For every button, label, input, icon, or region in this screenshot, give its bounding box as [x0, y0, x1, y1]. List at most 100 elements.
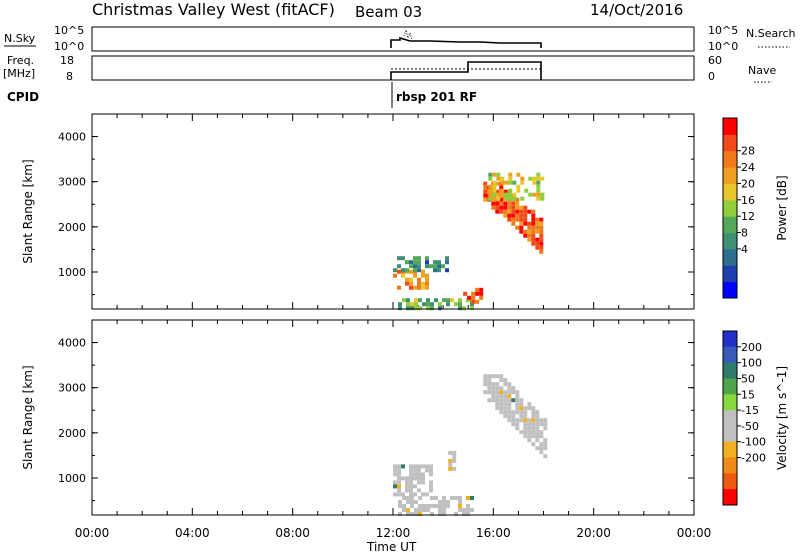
velocity-cell [397, 464, 401, 469]
power-cell [499, 205, 504, 210]
power-cell [410, 302, 414, 307]
power-cell [398, 302, 402, 307]
velocity-cell [393, 492, 397, 497]
velocity-cell [511, 410, 516, 415]
velocity-cell [397, 488, 401, 493]
velocity-cell [413, 484, 417, 489]
velocity-cell [543, 418, 548, 423]
power-cell [492, 188, 497, 193]
nsky-tick-top-right: 10^5 [708, 24, 738, 37]
velocity-cell [515, 422, 520, 427]
velocity-cell [503, 378, 508, 383]
velocity-cell [414, 512, 418, 516]
power-cell [535, 241, 540, 246]
power-cell [519, 205, 524, 210]
power-cell [413, 260, 417, 265]
velocity-cell [422, 504, 426, 508]
power-colorbar: 28 24 20 16 12 8 4 Power [dB] [722, 117, 789, 299]
power-cell [532, 192, 537, 197]
velocity-cell [531, 418, 536, 423]
power-cell [406, 298, 410, 303]
power-cell [492, 180, 497, 185]
xtick-label: 16:00 [476, 526, 511, 540]
velocity-cell [519, 418, 524, 423]
power-cell [433, 264, 437, 269]
power-colorbar-segment [723, 216, 737, 234]
power-colorbar-segment [723, 183, 737, 201]
station-title: Christmas Valley West (fitACF) [92, 0, 335, 19]
power-cell [536, 188, 541, 193]
velocity-cell [429, 468, 433, 473]
power-cell [397, 285, 401, 290]
velocity-cell [507, 418, 512, 423]
date-label: 14/Oct/2016 [590, 1, 683, 19]
nsky-tick-top: 10^5 [54, 24, 84, 37]
power-colorbar-tick-label: 4 [741, 243, 748, 256]
velocity-cell [421, 464, 425, 469]
power-cell [466, 298, 470, 303]
velocity-cell [539, 422, 544, 427]
power-cell [492, 192, 497, 197]
velocity-cell [539, 418, 544, 423]
power-cell [516, 184, 521, 189]
xtick-label: 00:00 [677, 526, 712, 540]
velocity-cell [466, 512, 470, 516]
power-cell [479, 287, 484, 292]
velocity-cell [519, 398, 524, 403]
power-cell [531, 237, 536, 242]
power-cell [417, 268, 421, 273]
velocity-cell [507, 386, 512, 391]
velocity-cell [454, 512, 458, 516]
nsearch-trace [403, 28, 413, 41]
power-cell [507, 205, 512, 210]
power-cell [492, 172, 497, 177]
power-cell [413, 273, 417, 278]
velocity-cell [446, 500, 450, 504]
velocity-cell [425, 464, 429, 469]
power-cell [511, 213, 516, 218]
velocity-cell [543, 442, 548, 447]
power-cell [539, 241, 544, 246]
power-cell [483, 197, 488, 202]
power-cell [405, 277, 409, 282]
power-cell [417, 256, 421, 261]
velocity-cell [507, 382, 512, 387]
velocity-cell [515, 394, 520, 399]
velocity-cell [523, 418, 528, 423]
power-cell [519, 221, 524, 226]
power-cell [511, 217, 516, 222]
power-cell [397, 269, 401, 274]
power-cell [500, 192, 505, 197]
power-cell [483, 193, 488, 198]
velocity-cell [495, 390, 500, 395]
power-cell [527, 229, 532, 234]
nave-label: Nave [748, 64, 776, 77]
velocity-cell [425, 492, 429, 497]
velocity-cell [410, 504, 414, 508]
velocity-colorbar-segment [723, 331, 737, 348]
velocity-cell [397, 492, 401, 497]
power-cell [417, 260, 421, 265]
power-cell [406, 306, 410, 311]
power-cell [503, 213, 508, 218]
velocity-cell [442, 508, 446, 512]
power-cell [523, 233, 528, 238]
velocity-cell [417, 488, 421, 493]
velocity-cell [527, 402, 532, 407]
power-cell [425, 285, 429, 290]
velocity-cell [531, 414, 536, 419]
velocity-cell [397, 476, 401, 481]
power-cell [539, 233, 544, 238]
power-cell [421, 285, 425, 290]
power-cell [488, 196, 493, 201]
power-cell [499, 185, 504, 190]
velocity-cell [539, 430, 544, 435]
velocity-cell [507, 406, 512, 411]
power-cell [470, 302, 474, 307]
velocity-cell [406, 508, 410, 512]
velocity-cell [539, 446, 544, 451]
power-cell [539, 217, 544, 222]
power-cell [523, 217, 528, 222]
power-cell [488, 172, 493, 177]
velocity-cell [413, 468, 417, 473]
